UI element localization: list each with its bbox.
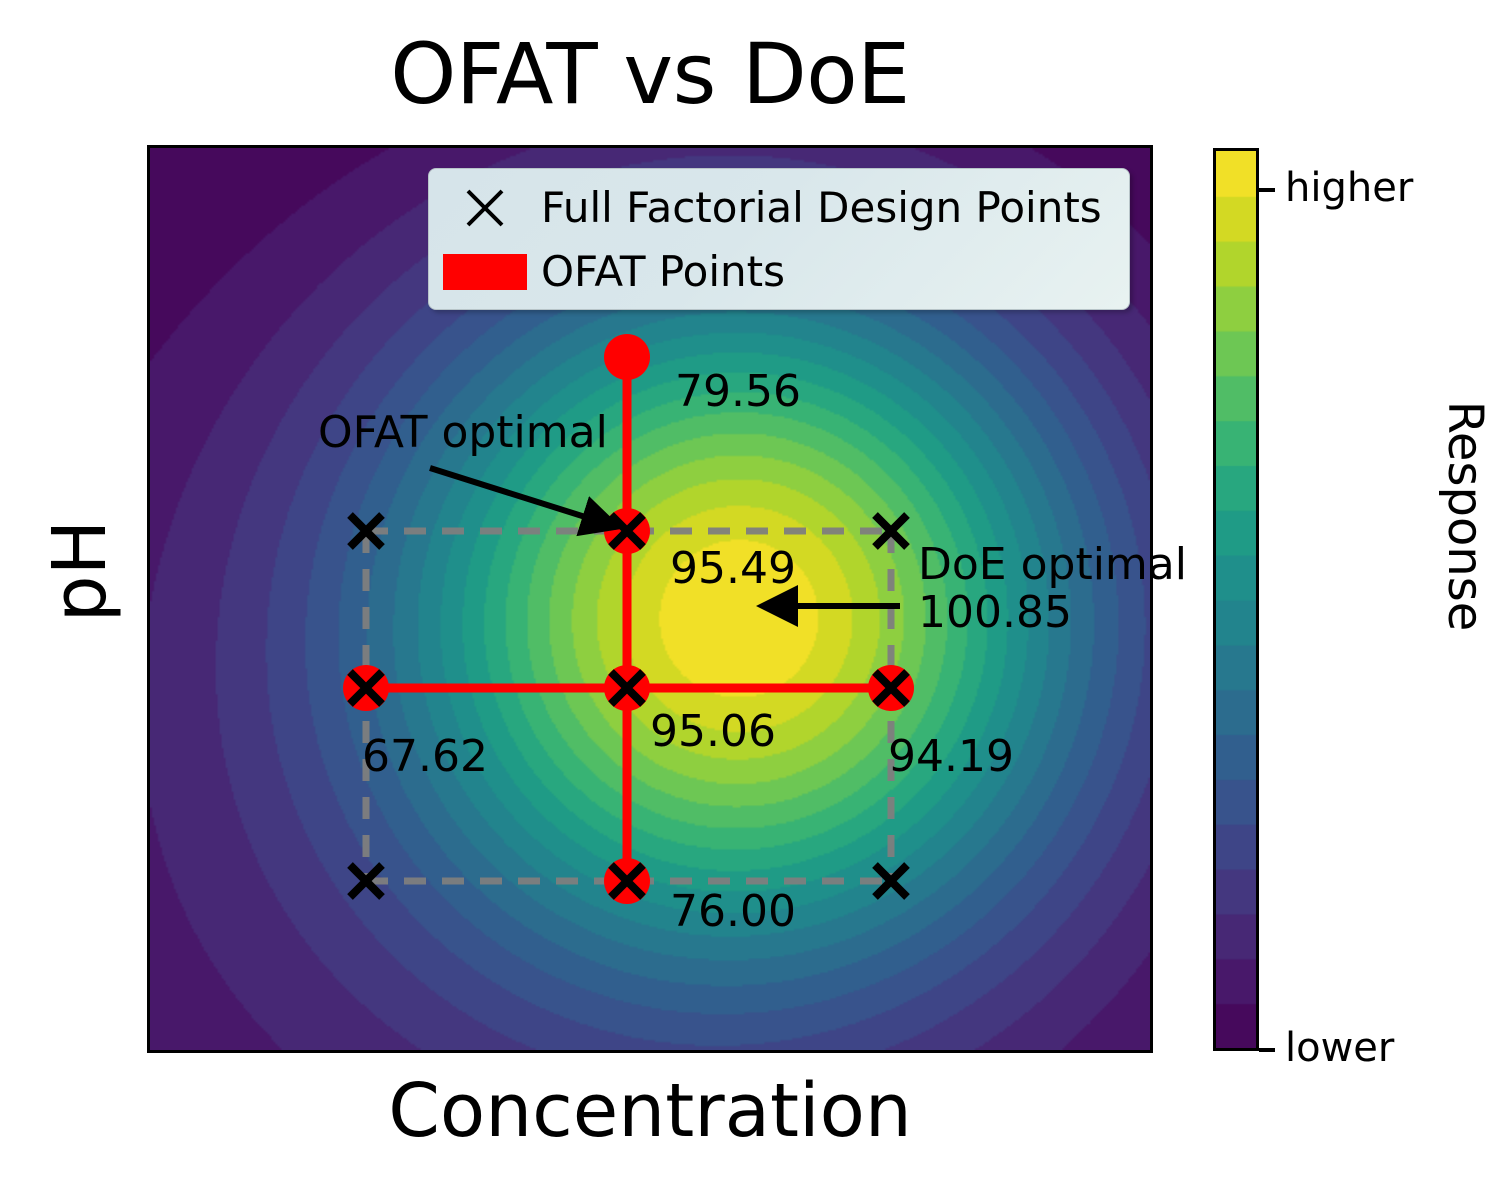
x-marker-icon: [429, 175, 541, 241]
red-swatch-icon: [429, 239, 541, 305]
annotation-doe-optimal: DoE optimal: [918, 539, 1187, 590]
colorbar-ticklabel-lower: lower: [1285, 1025, 1395, 1071]
value-label-center: 95.06: [650, 706, 776, 757]
legend-item-factorial[interactable]: Full Factorial Design Points: [429, 175, 1129, 241]
colorbar-gradient: [1213, 148, 1259, 1051]
annotation-doe-optimal-value: 100.85: [918, 587, 1072, 638]
page-title: OFAT vs DoE: [390, 25, 910, 123]
value-label-bottom: 76.00: [670, 886, 796, 937]
legend-label-factorial: Full Factorial Design Points: [541, 183, 1102, 232]
annotation-ofat-optimal: OFAT optimal: [318, 407, 608, 458]
colorbar-ticklabel-higher: higher: [1285, 165, 1414, 211]
x-axis-label: Concentration: [388, 1068, 912, 1154]
colorbar-tick-high: [1259, 188, 1275, 192]
value-label-ofat-optimal: 95.49: [670, 543, 796, 594]
value-label-left: 67.62: [362, 731, 488, 782]
y-axis-label: pH: [37, 519, 123, 623]
colorbar-tick-low: [1259, 1048, 1275, 1052]
value-label-right: 94.19: [888, 731, 1014, 782]
colorbar-label: Response: [1437, 400, 1493, 632]
colorbar: [1213, 148, 1259, 1051]
value-label-top: 79.56: [675, 366, 801, 417]
legend[interactable]: Full Factorial Design Points OFAT Points: [428, 168, 1130, 310]
legend-label-ofat: OFAT Points: [541, 247, 786, 296]
legend-item-ofat[interactable]: OFAT Points: [429, 239, 1129, 305]
